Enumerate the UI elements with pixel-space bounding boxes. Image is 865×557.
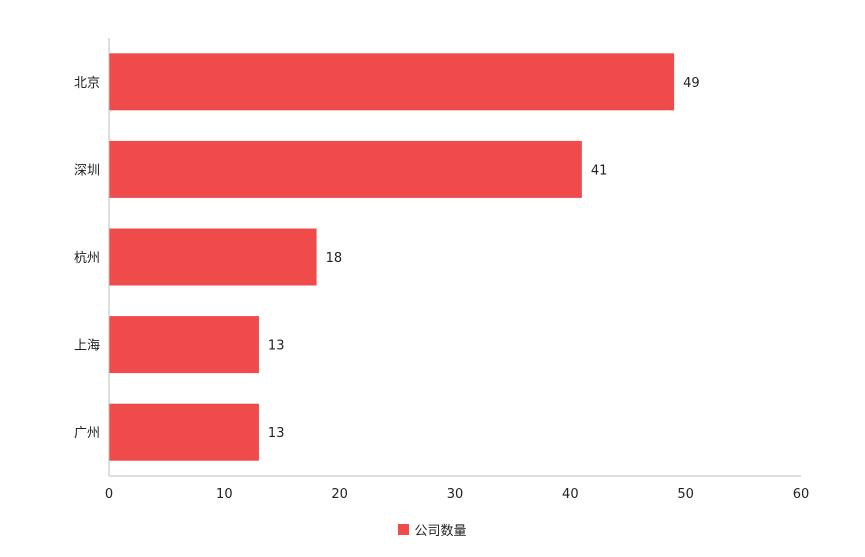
data-label-4: 13 [268, 426, 285, 441]
legend-swatch [398, 524, 410, 535]
y-category-label-2: 杭州 [74, 251, 100, 266]
bar-2[interactable] [109, 228, 317, 286]
data-label-1: 41 [591, 163, 608, 178]
y-category-label-0: 北京 [74, 76, 100, 91]
bar-1[interactable] [109, 140, 582, 198]
y-category-label-4: 广州 [74, 426, 100, 441]
x-tick-label-2: 20 [331, 487, 348, 502]
x-tick-label-3: 30 [447, 487, 464, 502]
x-tick-label-6: 60 [793, 487, 810, 502]
y-category-label-1: 深圳 [74, 163, 100, 178]
x-tick-label-1: 10 [216, 487, 233, 502]
bar-4[interactable] [109, 403, 259, 461]
legend-label: 公司数量 [414, 524, 467, 539]
legend[interactable]: 公司数量 [0, 520, 865, 539]
x-tick-label-5: 50 [677, 487, 694, 502]
bar-3[interactable] [109, 316, 259, 374]
bars-layer [109, 53, 675, 461]
data-label-2: 18 [326, 251, 343, 266]
data-label-0: 49 [683, 76, 700, 91]
x-axis-tick-labels: 0 10 20 30 40 50 60 [105, 487, 809, 502]
x-tick-label-4: 40 [562, 487, 579, 502]
bar-0[interactable] [109, 53, 675, 111]
y-category-label-3: 上海 [74, 339, 100, 354]
data-label-3: 13 [268, 339, 285, 354]
x-tick-label-0: 0 [105, 487, 113, 502]
data-labels-layer: 49 41 18 13 13 [268, 76, 700, 441]
